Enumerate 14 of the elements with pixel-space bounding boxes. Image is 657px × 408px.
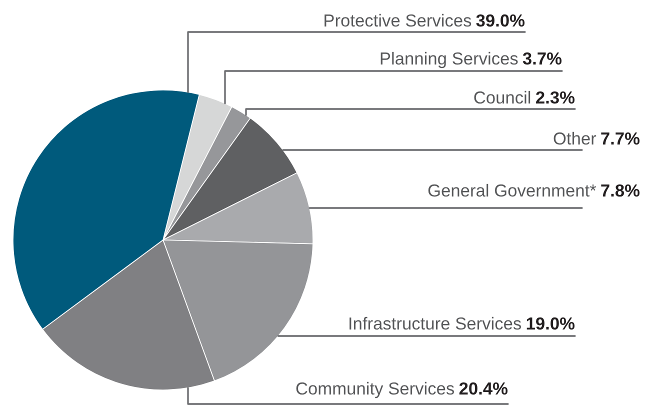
slice-label: Protective Services	[324, 14, 472, 27]
slice-label: Planning Services	[380, 52, 518, 68]
data-label: 19.0%	[526, 317, 575, 330]
data-label: 3.7%	[522, 52, 562, 65]
data-label: 7.7%	[601, 132, 640, 145]
slice-label: General Government*	[428, 184, 596, 197]
slice-label: Other	[554, 132, 596, 145]
slice-label: Community Services	[296, 382, 454, 398]
data-label: 7.8%	[601, 184, 640, 197]
data-label: 2.3%	[536, 91, 575, 104]
slice-label: Infrastructure Services	[350, 316, 522, 330]
data-label: 39.0%	[476, 14, 525, 27]
slice-label: Council	[474, 90, 530, 104]
data-label: 20.4%	[459, 382, 508, 395]
